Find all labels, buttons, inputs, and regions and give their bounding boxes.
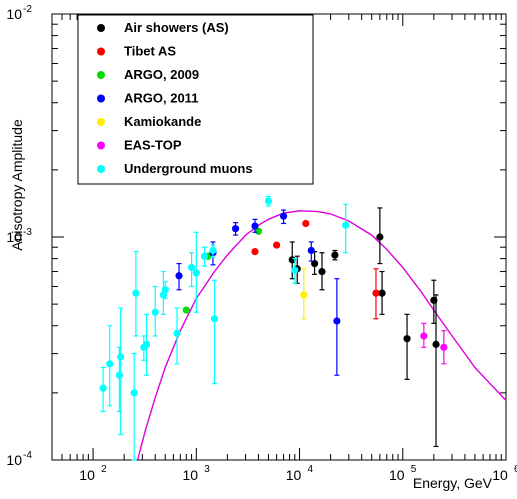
data-point — [175, 272, 183, 280]
data-point — [372, 289, 380, 297]
data-point — [420, 332, 428, 340]
series-4 — [300, 268, 308, 320]
data-point — [279, 212, 288, 220]
legend-marker — [97, 94, 105, 103]
x-tick-exponent: 5 — [411, 464, 417, 475]
x-tick-exponent: 4 — [308, 464, 314, 475]
data-point — [342, 221, 350, 229]
x-axis-title: Energy, GeV — [413, 475, 493, 491]
data-point — [378, 289, 386, 297]
legend-label: Underground muons — [124, 161, 253, 176]
data-point — [333, 317, 341, 325]
data-point — [117, 353, 125, 361]
y-tick-exponent: -4 — [23, 450, 32, 461]
data-point — [254, 227, 263, 235]
data-point — [173, 329, 181, 337]
x-tick-label: 10 — [389, 467, 405, 483]
series-5 — [420, 322, 448, 365]
data-point — [130, 389, 138, 397]
data-point — [311, 259, 319, 268]
y-tick-exponent: -3 — [23, 227, 32, 238]
y-tick-label: 10 — [6, 229, 22, 245]
legend: Air showers (AS) Tibet AS ARGO, 2009 ARGO, … — [77, 14, 314, 185]
data-point — [106, 360, 114, 368]
data-point — [307, 246, 315, 255]
data-point — [210, 315, 219, 323]
legend-label: ARGO, 2011 — [124, 91, 198, 106]
data-point — [151, 308, 159, 316]
legend-label: Air showers (AS) — [124, 20, 229, 35]
x-tick-exponent: 6 — [514, 464, 517, 475]
data-point — [440, 343, 448, 351]
data-point — [331, 251, 339, 259]
data-point — [291, 266, 299, 274]
series-1 — [251, 219, 380, 320]
data-point — [200, 252, 209, 260]
legend-marker — [97, 71, 105, 79]
legend-box — [77, 14, 314, 185]
legend-label: ARGO, 2009 — [124, 67, 199, 82]
data-point — [251, 222, 259, 230]
data-points-layer — [99, 195, 448, 461]
legend-marker — [97, 24, 105, 32]
y-tick-label: 10 — [6, 6, 22, 22]
legend-marker — [97, 118, 105, 126]
data-point — [99, 384, 107, 392]
data-point — [115, 371, 124, 379]
legend-label: EAS-TOP — [124, 138, 182, 153]
legend-marker — [97, 141, 105, 150]
y-tick-label: 10 — [6, 452, 22, 468]
data-point — [432, 340, 440, 348]
tick-labels: 10 2 10 3 10 4 10 5 10 610 -410 -310 -2 — [6, 4, 517, 483]
data-point — [209, 246, 217, 255]
data-point — [251, 248, 259, 256]
x-tick-label: 10 — [183, 467, 199, 483]
data-point — [403, 335, 411, 343]
x-tick-exponent: 3 — [204, 464, 210, 475]
data-point — [132, 289, 140, 297]
x-tick-label: 10 — [286, 467, 302, 483]
series-6 — [99, 195, 350, 461]
legend-marker — [97, 165, 105, 173]
data-point — [187, 263, 196, 272]
data-point — [192, 269, 200, 277]
x-tick-label: 10 — [79, 467, 95, 483]
y-tick-exponent: -2 — [23, 4, 32, 15]
model-curve-line — [136, 210, 507, 461]
x-tick-exponent: 2 — [101, 464, 107, 475]
model-curve-layer — [136, 210, 507, 461]
y-axis-title: Anisotropy Amplitude — [9, 119, 25, 251]
data-point — [231, 225, 240, 233]
data-point — [318, 267, 326, 276]
x-tick-label: 10 — [492, 467, 508, 483]
data-point — [300, 291, 308, 299]
legend-label: Kamiokande — [124, 114, 201, 129]
data-point — [182, 306, 190, 314]
data-point — [273, 241, 281, 249]
data-point — [376, 233, 384, 241]
data-point — [161, 286, 169, 294]
data-point — [143, 340, 151, 348]
data-point — [264, 197, 273, 205]
legend-label: Tibet AS — [124, 44, 176, 59]
data-point — [302, 219, 310, 228]
legend-marker — [97, 47, 105, 56]
